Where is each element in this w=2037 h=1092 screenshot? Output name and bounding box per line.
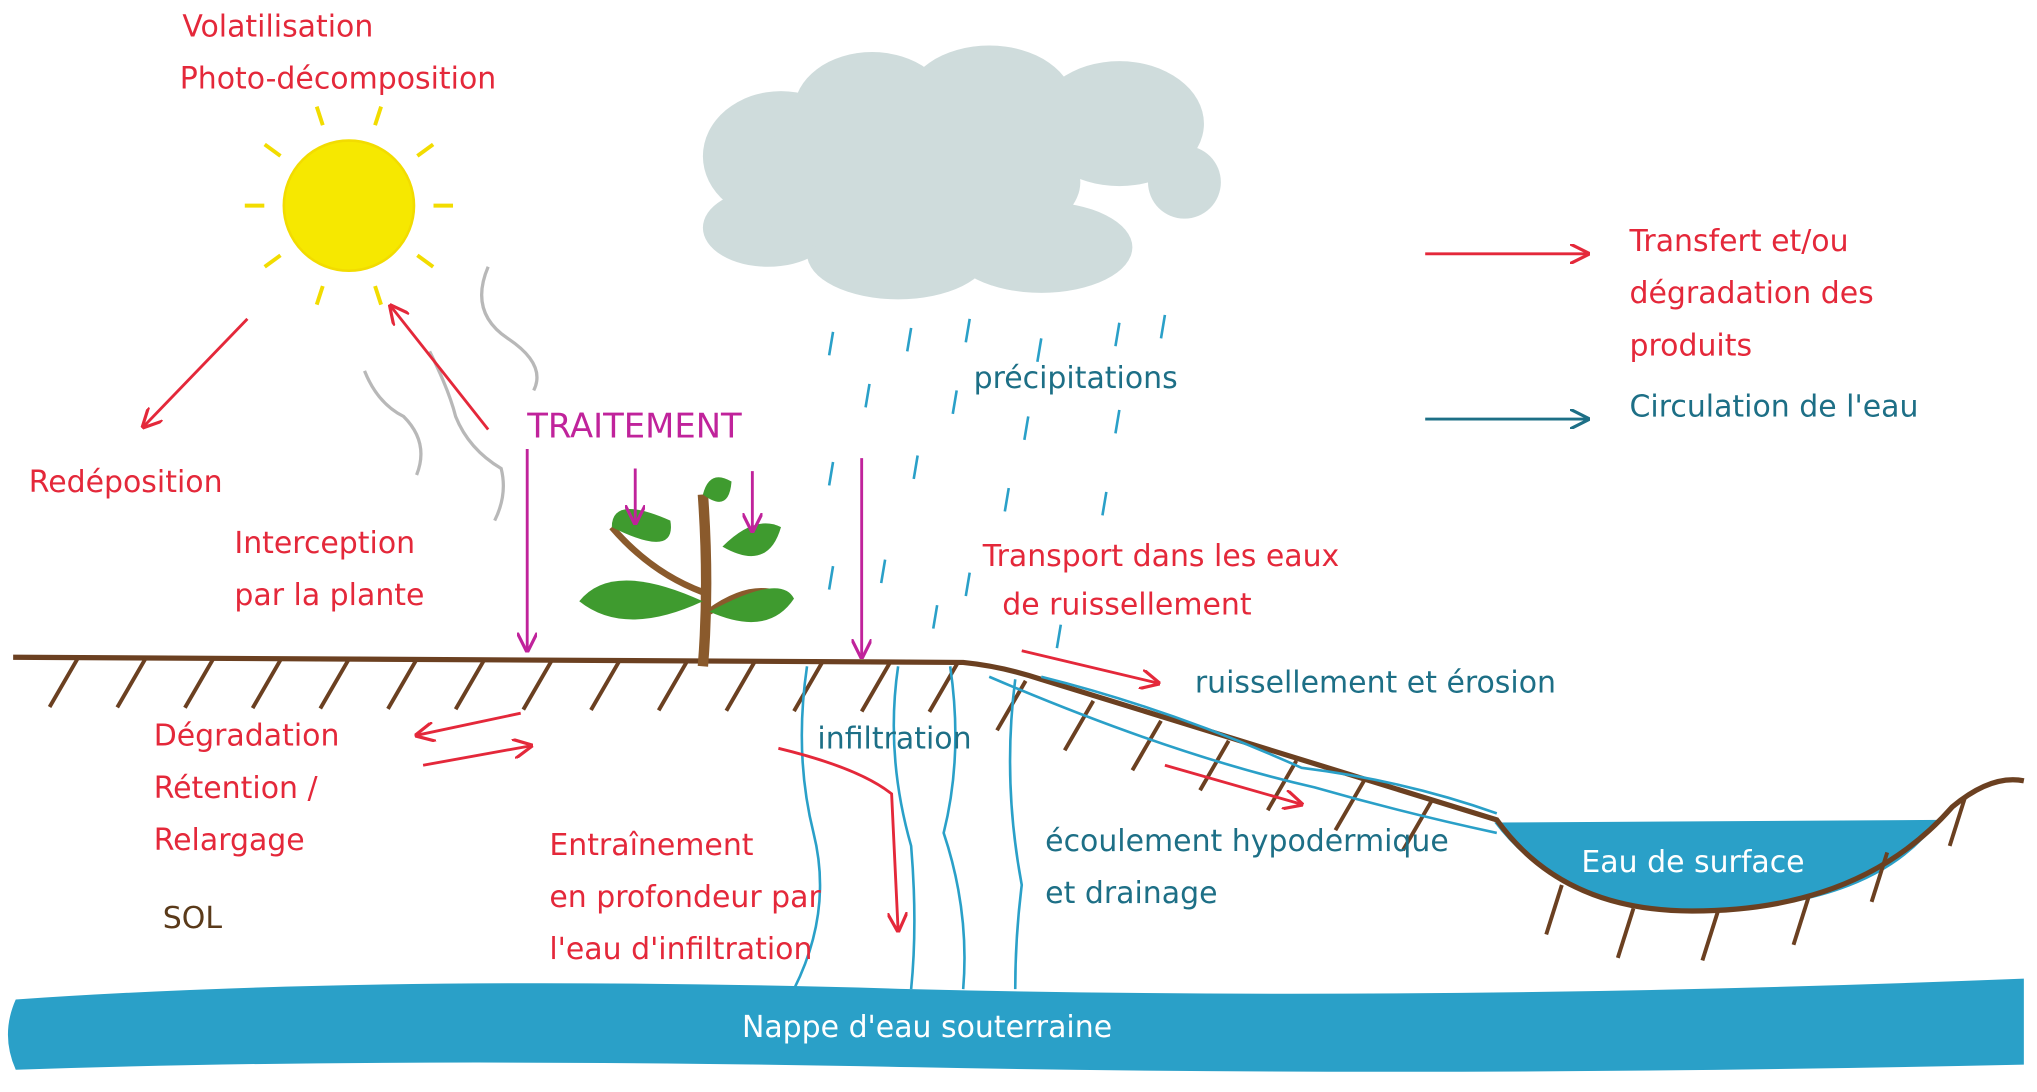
soil-hatch: [726, 661, 755, 710]
soil-hatching: [50, 658, 1966, 961]
raindrop: [1102, 492, 1106, 515]
soil-hatch: [794, 662, 823, 711]
cloud: [703, 46, 1221, 300]
raindrop: [1115, 323, 1119, 346]
raindrop: [966, 573, 970, 596]
soil-hatch: [1132, 721, 1161, 770]
soil-process-label: Relargage: [154, 823, 305, 858]
plant: [579, 477, 794, 666]
subsurface-label: écoulement hypodermique: [1045, 824, 1449, 859]
raindrop: [829, 332, 833, 355]
runoff-label: ruissellement et érosion: [1195, 665, 1556, 700]
redeposition-label: Redéposition: [29, 465, 223, 500]
interception-label: par la plante: [234, 578, 424, 613]
leaching-label: en profondeur par: [549, 880, 821, 915]
subsurface-label: et drainage: [1045, 876, 1217, 911]
soil-hatch: [1546, 885, 1562, 934]
raindrop: [1024, 416, 1028, 439]
sun-ray: [317, 286, 323, 305]
soil-hatch: [320, 659, 349, 708]
raindrop: [829, 566, 833, 589]
raindrop: [829, 462, 833, 485]
raindrop: [933, 605, 937, 628]
soil-hatch: [1794, 895, 1810, 944]
sun-ray: [417, 144, 433, 155]
sun-label: Volatilisation: [182, 9, 373, 44]
soil-process-label: Rétention /: [154, 771, 319, 806]
raindrop: [1161, 315, 1165, 338]
page: { "processes": { "sun": ["Volatilisation…: [0, 0, 2037, 1088]
sun-ray: [375, 107, 381, 126]
raindrop: [907, 328, 911, 351]
sun-label: Photo-décomposition: [180, 61, 497, 96]
sun: [284, 141, 414, 271]
raindrop: [966, 319, 970, 342]
sun-ray: [265, 144, 281, 155]
transport-label: Transport dans les eaux: [982, 539, 1340, 574]
raindrop: [1037, 338, 1041, 361]
raindrop: [881, 560, 885, 583]
sun-ray: [265, 255, 281, 266]
groundwater-label: Nappe d'eau souterraine: [742, 1010, 1112, 1045]
soil-hatch: [50, 658, 79, 707]
soil-hatch: [659, 661, 688, 710]
soil-hatch: [1335, 781, 1364, 830]
sun-ray: [417, 255, 433, 266]
legend-label: Transfert et/ou: [1629, 224, 1849, 259]
leaching-label: Entraînement: [549, 828, 753, 863]
legend-label: Circulation de l'eau: [1630, 389, 1919, 424]
sun-ray: [375, 286, 381, 305]
raindrop: [1005, 488, 1009, 511]
sun-ray: [317, 107, 323, 126]
vapour-lines: [365, 267, 537, 521]
diagram: Volatilisation Photo-décomposition Redép…: [0, 0, 2037, 1088]
interception-label: Interception: [234, 526, 415, 561]
leaching-label: l'eau d'infiltration: [549, 932, 812, 967]
soil-label: SOL: [163, 901, 223, 936]
soil-hatch: [253, 659, 282, 708]
soil-hatch: [591, 661, 620, 710]
raindrop: [914, 456, 918, 479]
raindrop: [1057, 625, 1061, 648]
soil-hatch: [456, 660, 485, 709]
soil-hatch: [117, 658, 146, 707]
transport-label: de ruissellement: [1002, 587, 1252, 622]
soil-hatch: [1618, 908, 1634, 957]
soil-hatch: [388, 659, 417, 708]
legend: Transfert et/ou dégradation des produits Ci…: [1425, 224, 1918, 424]
raindrop: [1115, 410, 1119, 433]
legend-label: dégradation des: [1630, 276, 1874, 311]
soil-hatch: [1702, 911, 1718, 960]
treatment-label: TRAITEMENT: [526, 406, 742, 445]
soil-hatch: [862, 662, 891, 711]
soil-hatch: [523, 660, 552, 709]
legend-label: produits: [1630, 328, 1753, 363]
precipitation-label: précipitations: [974, 361, 1178, 396]
soil-process-label: Dégradation: [154, 719, 340, 754]
soil-hatch: [185, 658, 214, 707]
infiltration-label: infiltration: [817, 721, 971, 756]
raindrop: [866, 384, 870, 407]
raindrop: [953, 390, 957, 413]
surface-water-label: Eau de surface: [1581, 845, 1804, 880]
